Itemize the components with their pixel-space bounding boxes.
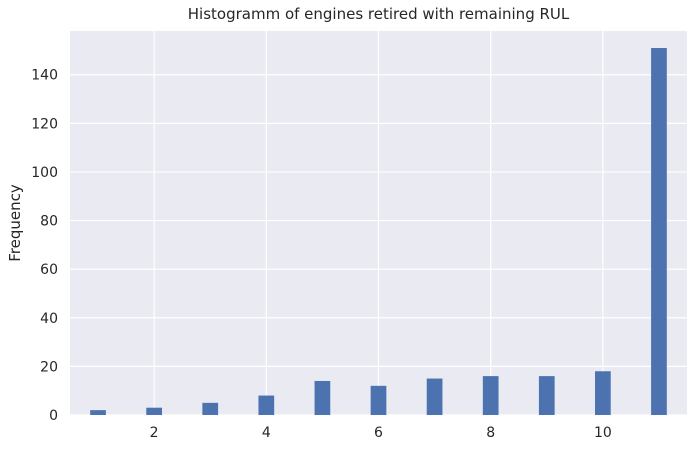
- x-tick-label: 2: [150, 425, 159, 441]
- chart-title: Histogramm of engines retired with remai…: [188, 5, 570, 23]
- x-tick-label: 6: [374, 425, 383, 441]
- histogram-bar: [651, 48, 667, 415]
- y-tick-label: 0: [49, 408, 58, 424]
- x-tick-label: 8: [486, 425, 495, 441]
- histogram-bar: [370, 385, 387, 415]
- histogram-bar: [538, 376, 555, 415]
- y-tick-label: 80: [40, 214, 58, 230]
- y-tick-labels: 0 20 40 60 80 100 120 140: [31, 68, 58, 424]
- histogram-bar: [90, 410, 106, 415]
- histogram-bar: [258, 395, 275, 415]
- histogram-bar: [314, 380, 331, 415]
- grid-lines: [70, 31, 687, 416]
- histogram-bar: [146, 407, 162, 415]
- bars: [90, 48, 667, 415]
- y-tick-label: 100: [31, 165, 58, 181]
- y-tick-label: 20: [40, 359, 58, 375]
- x-tick-labels: 2 4 6 8 10: [150, 425, 612, 441]
- y-tick-label: 140: [31, 68, 58, 84]
- x-tick-label: 4: [262, 425, 271, 441]
- x-tick-label: 10: [594, 425, 612, 441]
- histogram-bar: [482, 376, 499, 415]
- y-tick-label: 40: [40, 311, 58, 327]
- histogram-bar: [595, 371, 611, 415]
- y-axis-label: Frequency: [6, 184, 24, 262]
- y-tick-label: 120: [31, 116, 58, 132]
- histogram-bar: [202, 402, 219, 415]
- y-tick-label: 60: [40, 262, 58, 278]
- histogram-bar: [426, 378, 443, 415]
